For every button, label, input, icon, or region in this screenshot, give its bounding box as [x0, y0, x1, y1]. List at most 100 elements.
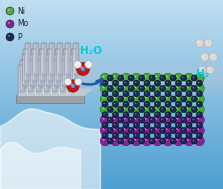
Bar: [0, 149, 223, 150]
Circle shape: [156, 113, 157, 115]
Bar: [0, 60, 223, 61]
Bar: [0, 43, 223, 44]
Bar: [0, 1, 223, 2]
Circle shape: [103, 118, 105, 120]
Circle shape: [135, 124, 136, 125]
Circle shape: [124, 134, 126, 136]
Circle shape: [160, 128, 166, 133]
Circle shape: [139, 96, 145, 102]
Bar: [40, 81, 223, 82]
Bar: [40, 88, 223, 89]
Bar: [0, 35, 223, 36]
Circle shape: [187, 86, 189, 88]
Bar: [0, 156, 223, 157]
Bar: [0, 104, 223, 105]
Bar: [26, 45, 27, 73]
Bar: [0, 178, 223, 179]
Ellipse shape: [71, 53, 74, 54]
Circle shape: [145, 82, 147, 83]
Circle shape: [140, 87, 142, 88]
Bar: [40, 69, 223, 70]
Circle shape: [151, 129, 152, 130]
Bar: [40, 74, 223, 75]
Bar: [0, 45, 223, 46]
Bar: [0, 73, 223, 74]
Circle shape: [103, 134, 105, 136]
Bar: [0, 71, 223, 72]
Bar: [0, 183, 223, 184]
Bar: [0, 167, 223, 168]
Circle shape: [165, 101, 171, 107]
Bar: [0, 12, 223, 13]
Circle shape: [161, 119, 163, 120]
Circle shape: [211, 55, 213, 57]
Circle shape: [100, 115, 110, 125]
Circle shape: [134, 101, 140, 107]
Circle shape: [134, 97, 136, 99]
Circle shape: [191, 75, 197, 81]
Bar: [40, 64, 223, 65]
Bar: [35, 67, 36, 95]
Circle shape: [197, 76, 199, 78]
Bar: [0, 174, 223, 175]
Bar: [0, 52, 223, 53]
Bar: [25, 50, 26, 78]
Bar: [0, 137, 223, 138]
Bar: [0, 170, 223, 171]
Bar: [0, 62, 223, 63]
Bar: [40, 91, 223, 92]
Circle shape: [187, 118, 189, 120]
Bar: [65, 43, 71, 75]
Circle shape: [135, 82, 136, 83]
Ellipse shape: [73, 48, 76, 49]
Circle shape: [187, 128, 189, 130]
Circle shape: [142, 126, 152, 135]
Circle shape: [181, 96, 187, 102]
Circle shape: [128, 138, 134, 144]
Bar: [70, 54, 75, 86]
Circle shape: [109, 119, 110, 120]
Circle shape: [176, 107, 178, 109]
Circle shape: [145, 128, 147, 130]
Circle shape: [165, 80, 171, 86]
Circle shape: [176, 118, 178, 120]
Bar: [0, 61, 223, 62]
Circle shape: [177, 82, 178, 83]
Bar: [0, 145, 223, 146]
Bar: [0, 112, 223, 113]
Bar: [40, 96, 223, 97]
Circle shape: [128, 96, 134, 102]
Bar: [49, 50, 50, 78]
Bar: [0, 48, 223, 49]
Text: H₂O: H₂O: [80, 46, 102, 56]
Circle shape: [187, 97, 189, 99]
Circle shape: [103, 82, 105, 83]
Circle shape: [76, 80, 78, 81]
Bar: [0, 109, 223, 110]
Bar: [0, 159, 223, 160]
Bar: [0, 151, 223, 152]
Circle shape: [156, 124, 157, 125]
Circle shape: [191, 96, 197, 102]
Bar: [0, 81, 223, 82]
Circle shape: [102, 80, 108, 86]
Bar: [0, 3, 223, 4]
Circle shape: [134, 128, 136, 130]
Bar: [0, 4, 223, 5]
Bar: [0, 105, 223, 106]
Bar: [34, 45, 35, 73]
Circle shape: [155, 128, 157, 130]
Bar: [0, 114, 223, 115]
Bar: [0, 134, 223, 135]
Bar: [0, 84, 223, 85]
Bar: [0, 78, 223, 79]
Bar: [0, 175, 223, 176]
Circle shape: [155, 101, 161, 107]
Bar: [0, 142, 223, 143]
Circle shape: [163, 73, 173, 83]
Bar: [40, 73, 223, 74]
Circle shape: [139, 75, 145, 81]
Circle shape: [140, 77, 142, 78]
Bar: [0, 66, 223, 67]
Circle shape: [166, 128, 168, 130]
